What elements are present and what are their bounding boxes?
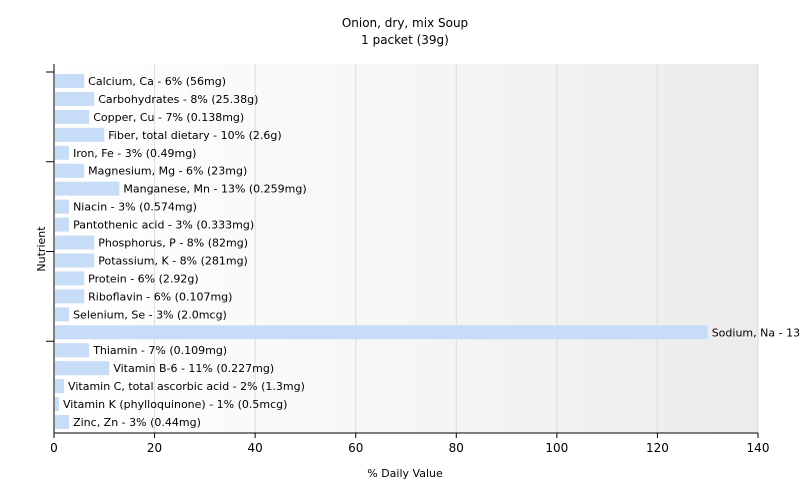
bar-data-label: Vitamin K (phylloquinone) - 1% (0.5mcg) <box>63 398 287 411</box>
x-tick-label: 120 <box>646 441 669 455</box>
x-tick-label: 60 <box>348 441 363 455</box>
bar-data-label: Manganese, Mn - 13% (0.259mg) <box>123 183 306 196</box>
x-tick-label: 140 <box>747 441 770 455</box>
chart-title: Onion, dry, mix Soup <box>342 16 468 30</box>
bar <box>55 253 95 268</box>
bar <box>55 343 90 358</box>
bar <box>55 397 60 412</box>
bar-data-label: Vitamin B-6 - 11% (0.227mg) <box>113 362 274 375</box>
bar-data-label: Zinc, Zn - 3% (0.44mg) <box>73 416 201 429</box>
bar-labels: Calcium, Ca - 6% (56mg) Carbohydrates - 8… <box>63 75 800 429</box>
bar-data-label: Iron, Fe - 3% (0.49mg) <box>73 147 196 160</box>
bar <box>55 217 70 232</box>
axes: 0 20 40 60 80 100 120 140 <box>46 64 769 455</box>
bar <box>55 361 110 376</box>
x-tick-label: 80 <box>449 441 464 455</box>
chart-subtitle: 1 packet (39g) <box>361 33 449 47</box>
bar <box>55 325 708 340</box>
x-tick-label: 0 <box>50 441 58 455</box>
bar <box>55 145 70 160</box>
bar-data-label: Protein - 6% (2.92g) <box>88 272 199 285</box>
x-tick-label: 100 <box>545 441 568 455</box>
bar-data-label: Sodium, Na - 130% (3132mg) <box>712 326 800 339</box>
bar <box>55 235 95 250</box>
bar <box>55 163 85 178</box>
bar <box>55 271 85 286</box>
bar-data-label: Pantothenic acid - 3% (0.333mg) <box>73 219 254 232</box>
bar <box>55 91 95 106</box>
plot-area <box>54 64 758 433</box>
bar-data-label: Vitamin C, total ascorbic acid - 2% (1.3… <box>68 380 305 393</box>
bar-data-label: Carbohydrates - 8% (25.38g) <box>98 93 258 106</box>
bar <box>55 73 85 88</box>
y-axis-title: Nutrient <box>35 226 48 272</box>
bar-data-label: Potassium, K - 8% (281mg) <box>98 254 248 267</box>
bars <box>55 73 708 430</box>
bar <box>55 199 70 214</box>
gridlines <box>154 64 759 433</box>
x-axis-title: % Daily Value <box>367 467 443 480</box>
bar-data-label: Thiamin - 7% (0.109mg) <box>92 344 227 357</box>
bar <box>55 415 70 430</box>
x-tick-label: 20 <box>147 441 162 455</box>
bar-data-label: Calcium, Ca - 6% (56mg) <box>88 75 226 88</box>
bar-data-label: Phosphorus, P - 8% (82mg) <box>98 237 248 250</box>
bar-data-label: Selenium, Se - 3% (2.0mcg) <box>73 308 227 321</box>
bar-data-label: Riboflavin - 6% (0.107mg) <box>88 290 232 303</box>
bar-data-label: Copper, Cu - 7% (0.138mg) <box>93 111 244 124</box>
bar-data-label: Niacin - 3% (0.574mg) <box>73 201 197 214</box>
bar-data-label: Fiber, total dietary - 10% (2.6g) <box>108 129 281 142</box>
bar <box>55 307 70 322</box>
x-tick-label: 40 <box>248 441 263 455</box>
bar <box>55 289 85 304</box>
bar <box>55 127 105 142</box>
bar <box>55 109 90 124</box>
bar <box>55 181 120 196</box>
bar <box>55 379 65 394</box>
bar-data-label: Magnesium, Mg - 6% (23mg) <box>88 165 247 178</box>
